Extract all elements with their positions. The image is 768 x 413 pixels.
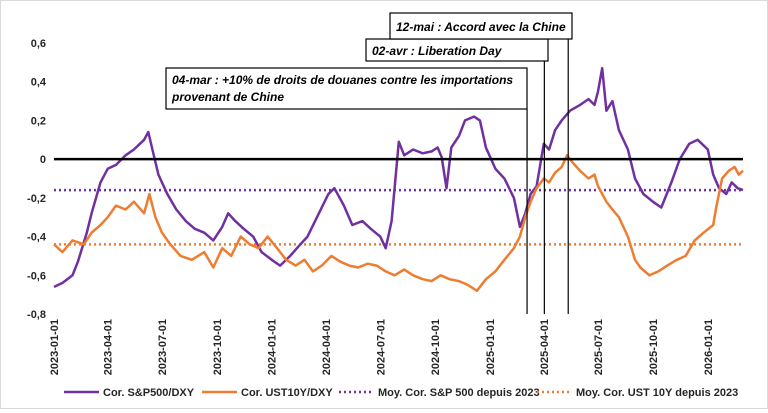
x-tick-label: 2023-07-01 (157, 319, 169, 375)
x-tick-label: 2023-01-01 (49, 319, 61, 375)
legend-item-ust: Cor. UST10Y/DXY (202, 387, 333, 399)
series-line-spx-dxy (53, 66, 744, 289)
annotation-line: 12-mai : Accord avec la Chine (396, 20, 566, 34)
x-tick-label: 2024-04-01 (321, 319, 333, 375)
x-tick-label: 2023-04-01 (103, 319, 115, 375)
event-lines (526, 39, 569, 314)
legend: Cor. S&P500/DXY Cor. UST10Y/DXY Moy. Cor… (64, 387, 738, 399)
x-tick-label: 2025-01-01 (485, 319, 497, 375)
legend-item-spx: Cor. S&P500/DXY (64, 387, 195, 399)
x-tick-label: 2026-01-01 (703, 319, 715, 375)
y-tick-label: -0,8 (27, 309, 46, 321)
annotation-line: provenant de Chine (171, 90, 284, 104)
x-tick-label: 2023-10-01 (212, 319, 224, 375)
legend-label: Cor. S&P500/DXY (103, 387, 195, 399)
annotation-box (165, 67, 528, 110)
x-tick-label: 2025-04-01 (539, 319, 551, 375)
x-tick-label: 2025-10-01 (648, 319, 660, 375)
series-line-ust-dxy (53, 154, 744, 293)
y-tick-label: 0,2 (31, 115, 46, 127)
x-tick-label: 2025-07-01 (593, 319, 605, 375)
x-tick-label: 2024-01-01 (267, 319, 279, 375)
x-tick-label: 2024-10-01 (430, 319, 442, 375)
y-tick-label: -0,6 (27, 270, 46, 282)
average-lines (54, 188, 743, 246)
legend-item-ust-avg: Moy. Cor. UST 10Y depuis 2023 (537, 387, 738, 399)
y-tick-label: 0,4 (31, 77, 47, 89)
legend-label: Cor. UST10Y/DXY (241, 387, 333, 399)
y-tick-label: 0 (40, 154, 46, 166)
legend-label: Moy. Cor. UST 10Y depuis 2023 (576, 387, 738, 399)
annotation-line: 02-avr : Liberation Day (372, 44, 503, 58)
annotation-box (389, 12, 573, 40)
y-tick-label: 0,6 (31, 38, 46, 50)
y-tick-label: -0,4 (27, 232, 47, 244)
annotations: 04-mar : +10% de droits de douanes contr… (165, 12, 573, 110)
annotation-china-deal: 12-mai : Accord avec la Chine (389, 12, 573, 40)
legend-item-spx-avg: Moy. Cor. S&P 500 depuis 2023 (339, 387, 540, 399)
y-tick-label: -0,2 (27, 193, 46, 205)
annotation-tariffs: 04-mar : +10% de droits de douanes contr… (165, 67, 528, 110)
annotation-liberation-day: 02-avr : Liberation Day (365, 38, 549, 62)
x-tick-label: 2024-07-01 (375, 319, 387, 375)
legend-label: Moy. Cor. S&P 500 depuis 2023 (378, 387, 540, 399)
annotation-line: 04-mar : +10% de droits de douanes contr… (172, 73, 513, 87)
series-layer (53, 66, 744, 293)
